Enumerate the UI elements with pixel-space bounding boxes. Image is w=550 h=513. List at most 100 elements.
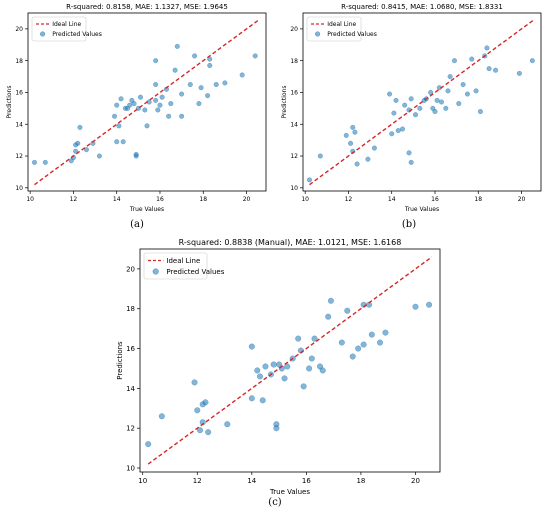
data-point bbox=[447, 74, 453, 80]
data-point bbox=[451, 58, 457, 64]
data-point bbox=[338, 339, 345, 346]
data-point bbox=[153, 97, 159, 103]
chart-panel-a: R-squared: 0.8158, MAE: 1.1327, MSE: 1.9… bbox=[0, 0, 275, 215]
plot-area-frame bbox=[27, 12, 267, 192]
y-tick-label: 16 bbox=[15, 90, 23, 97]
data-point bbox=[96, 153, 102, 159]
legend-label-predicted-values: Predicted Values bbox=[166, 268, 224, 276]
data-point bbox=[138, 94, 144, 100]
chart-panel-b: R-squared: 0.8415, MAE: 1.0680, MSE: 1.8… bbox=[275, 0, 550, 215]
data-point bbox=[371, 145, 377, 151]
chart-title: R-squared: 0.8158, MAE: 1.1327, MSE: 1.9… bbox=[66, 3, 228, 11]
legend-label-ideal-line: Ideal Line bbox=[166, 257, 200, 265]
data-point bbox=[473, 88, 479, 94]
y-tick-label: 12 bbox=[15, 153, 23, 160]
data-point bbox=[395, 128, 401, 134]
data-point bbox=[402, 102, 408, 108]
x-tick-label: 14 bbox=[247, 477, 256, 485]
y-tick-label: 20 bbox=[290, 26, 298, 33]
data-point bbox=[319, 367, 326, 374]
data-point bbox=[153, 58, 159, 64]
data-point bbox=[145, 441, 152, 448]
y-tick-label: 18 bbox=[15, 58, 23, 65]
ideal-line bbox=[309, 18, 535, 186]
x-tick-label: 14 bbox=[388, 196, 396, 203]
data-point bbox=[486, 66, 492, 72]
data-point bbox=[205, 93, 211, 99]
legend-label-predicted-values: Predicted Values bbox=[327, 31, 377, 38]
data-point bbox=[192, 53, 198, 59]
y-tick-label: 14 bbox=[15, 121, 23, 128]
x-axis-label: True Values bbox=[269, 488, 310, 496]
y-tick-label: 20 bbox=[15, 26, 23, 33]
data-point bbox=[159, 94, 165, 100]
data-point bbox=[493, 67, 499, 73]
data-point bbox=[284, 363, 291, 370]
legend-point-swatch bbox=[152, 268, 159, 275]
y-axis-label: Predictions bbox=[116, 341, 124, 380]
data-point bbox=[443, 105, 449, 111]
data-point bbox=[118, 96, 124, 102]
data-point bbox=[445, 88, 451, 94]
data-point bbox=[222, 80, 228, 86]
y-tick-label: 10 bbox=[15, 185, 23, 192]
data-point bbox=[343, 132, 349, 138]
scatter-chart: R-squared: 0.8415, MAE: 1.0680, MSE: 1.8… bbox=[281, 3, 542, 213]
data-point bbox=[428, 89, 434, 95]
caption-a: (a) bbox=[130, 219, 144, 230]
data-point bbox=[308, 355, 315, 362]
scatter-chart: R-squared: 0.8158, MAE: 1.1327, MSE: 1.9… bbox=[6, 3, 267, 213]
y-tick-label: 12 bbox=[126, 425, 135, 433]
x-tick-label: 20 bbox=[411, 477, 420, 485]
legend-label-ideal-line: Ideal Line bbox=[327, 21, 356, 28]
legend-box bbox=[31, 16, 87, 42]
data-point bbox=[417, 105, 423, 111]
data-point bbox=[460, 82, 466, 88]
data-point bbox=[350, 124, 356, 130]
data-point bbox=[239, 72, 245, 78]
data-point bbox=[202, 399, 209, 406]
data-point bbox=[31, 159, 37, 165]
data-point bbox=[83, 147, 89, 153]
plot-area-frame bbox=[302, 12, 542, 192]
data-point bbox=[144, 123, 150, 129]
x-tick-label: 12 bbox=[70, 196, 78, 203]
legend-point-swatch bbox=[40, 31, 46, 37]
data-point bbox=[295, 335, 302, 342]
data-point bbox=[327, 297, 334, 304]
data-point bbox=[254, 367, 261, 374]
data-point bbox=[344, 307, 351, 314]
data-point bbox=[252, 53, 258, 59]
data-point bbox=[77, 124, 83, 130]
data-point bbox=[270, 361, 277, 368]
data-point bbox=[273, 421, 280, 428]
data-point bbox=[406, 150, 412, 156]
chart-panel-c: R-squared: 0.8838 (Manual), MAE: 1.0121,… bbox=[95, 236, 460, 496]
data-point bbox=[179, 91, 185, 97]
data-point bbox=[157, 102, 163, 108]
data-point bbox=[207, 62, 213, 68]
x-tick-label: 18 bbox=[199, 196, 207, 203]
y-axis-label: Predictions bbox=[6, 86, 13, 119]
data-point bbox=[256, 373, 263, 380]
data-point bbox=[114, 139, 120, 145]
x-tick-label: 16 bbox=[156, 196, 164, 203]
data-point bbox=[382, 329, 389, 336]
data-point bbox=[224, 421, 231, 428]
data-point bbox=[408, 96, 414, 102]
data-point bbox=[133, 151, 139, 157]
x-tick-label: 18 bbox=[356, 477, 365, 485]
x-tick-label: 10 bbox=[301, 196, 309, 203]
data-point bbox=[116, 123, 122, 129]
data-point bbox=[172, 67, 178, 73]
data-point bbox=[391, 110, 397, 116]
x-tick-label: 20 bbox=[243, 196, 251, 203]
data-point bbox=[365, 156, 371, 162]
y-tick-label: 18 bbox=[290, 58, 298, 65]
data-point bbox=[174, 43, 180, 49]
caption-c: (c) bbox=[268, 497, 282, 508]
data-point bbox=[484, 45, 490, 51]
y-axis-label: Predictions bbox=[281, 86, 288, 119]
legend-box bbox=[306, 16, 362, 42]
data-point bbox=[352, 129, 358, 135]
